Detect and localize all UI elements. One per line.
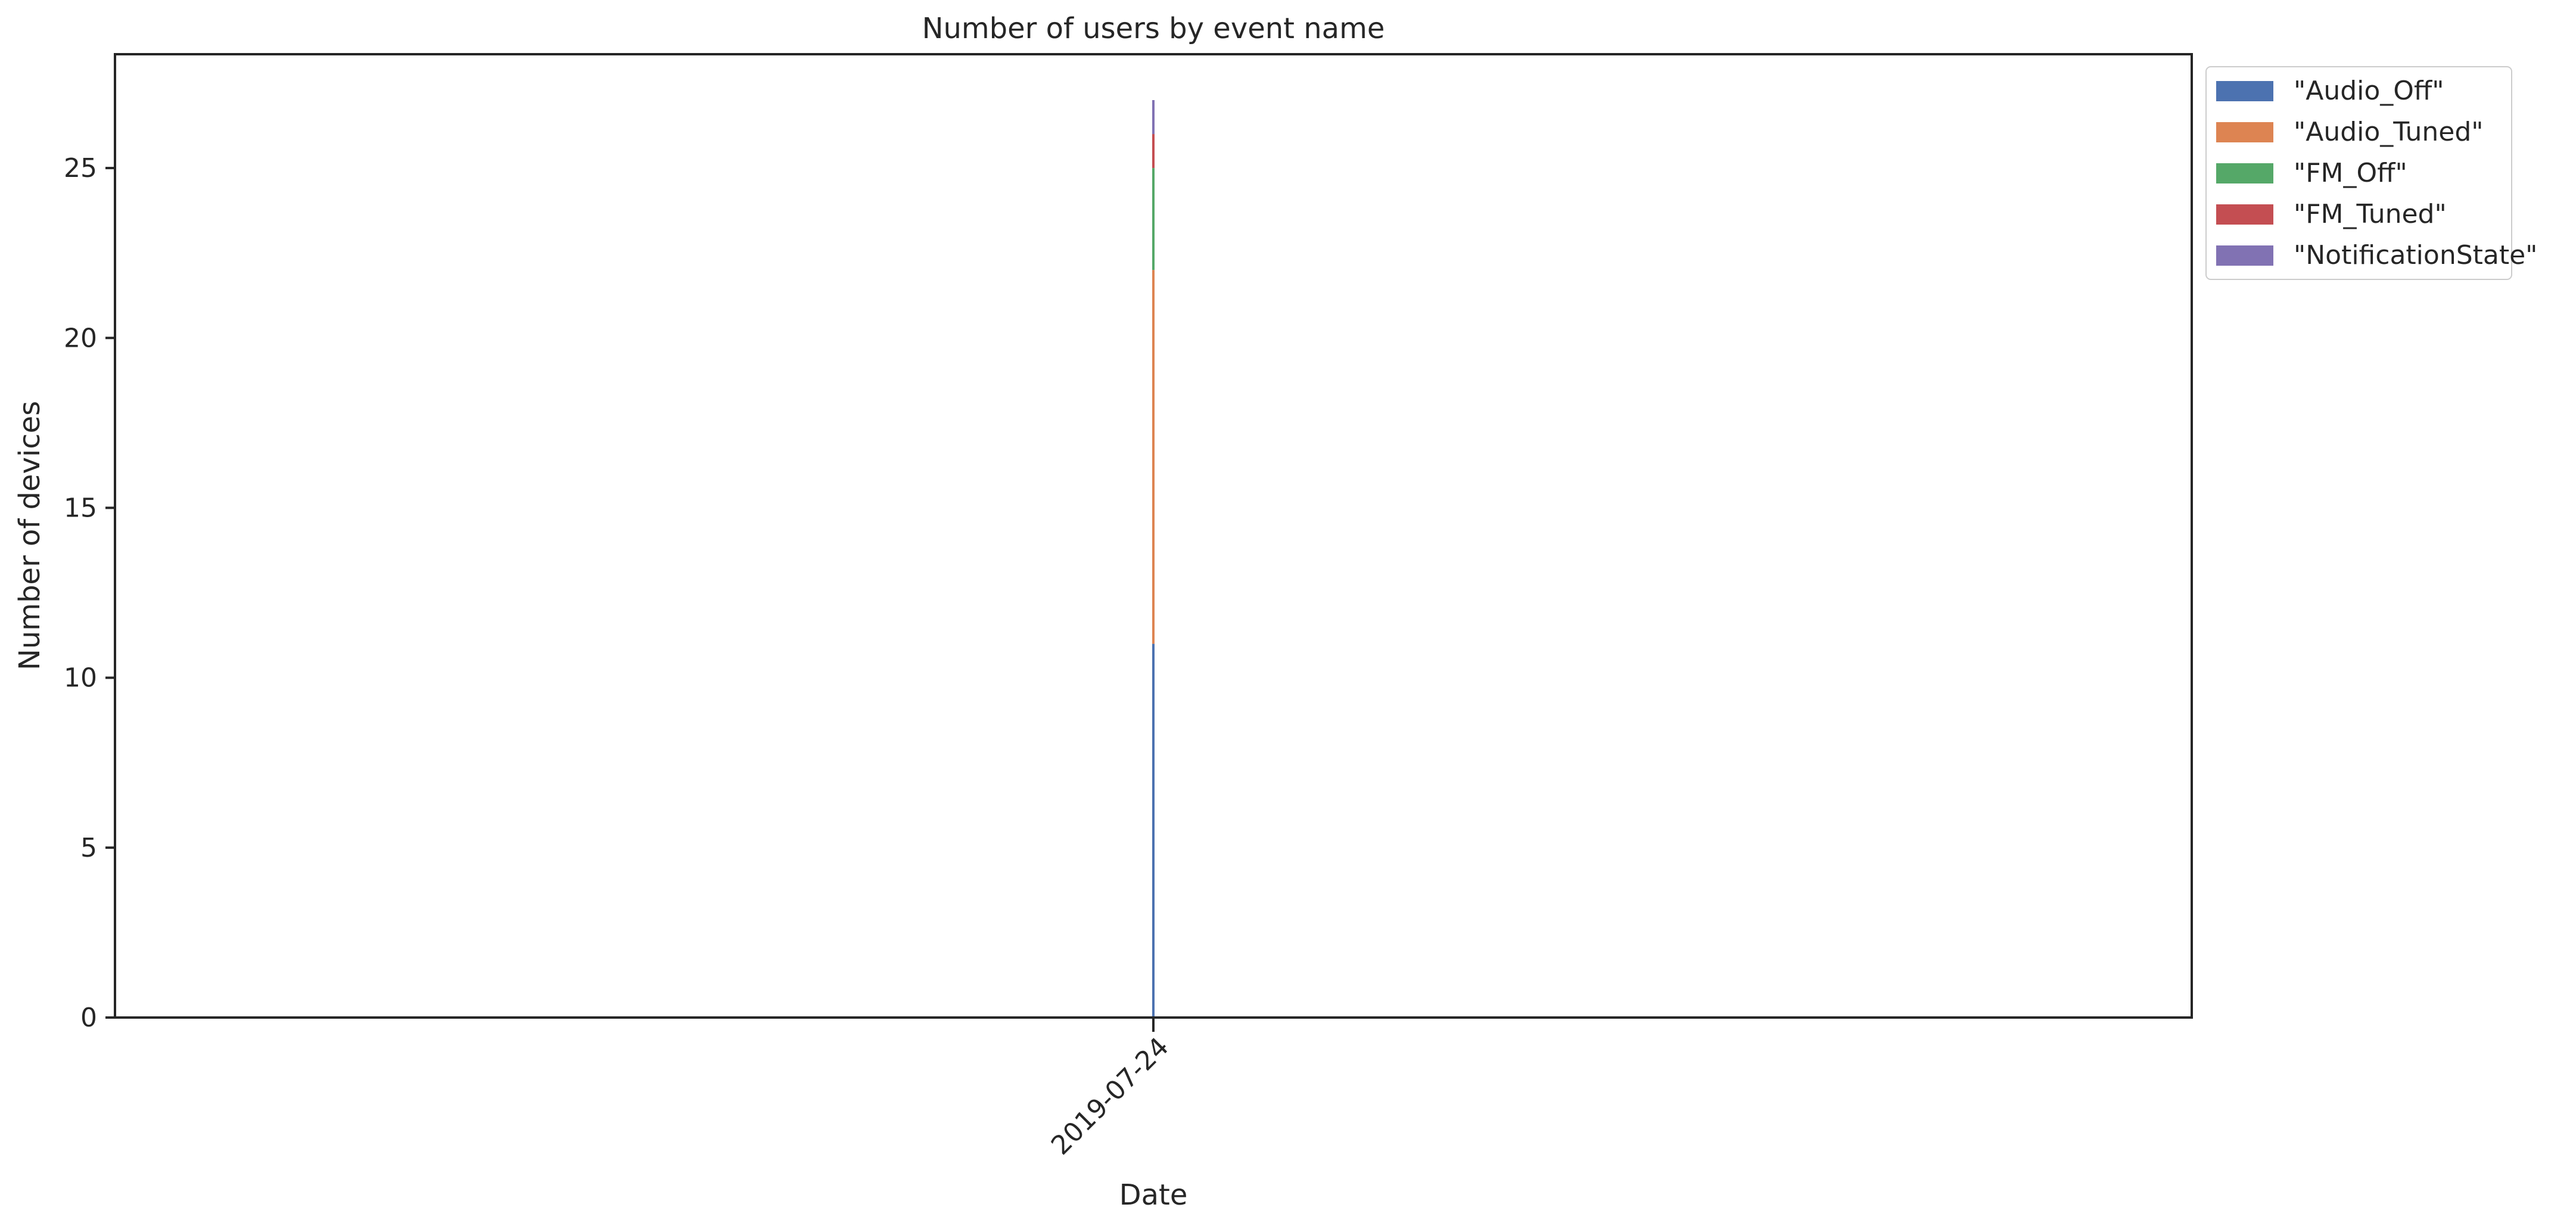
legend: "Audio_Off" "Audio_Tuned" "FM_Off" "FM_Tune… — [2205, 66, 2537, 280]
x-axis-title: Date — [1119, 1178, 1188, 1212]
x-tick-label: 2019-07-24 — [1046, 1032, 1175, 1161]
legend-swatch — [2216, 81, 2273, 101]
y-tick-label: 25 — [64, 153, 97, 183]
y-tick-label: 15 — [64, 493, 97, 523]
y-tick-label: 10 — [64, 663, 97, 693]
legend-swatch — [2216, 204, 2273, 225]
y-axis: 0 5 10 15 20 25 — [64, 153, 115, 1033]
legend-swatch — [2216, 163, 2273, 183]
legend-label: "FM_Tuned" — [2294, 199, 2447, 229]
y-axis-title: Number of devices — [13, 401, 46, 670]
legend-swatch — [2216, 122, 2273, 142]
x-axis: 2019-07-24 — [1046, 1018, 1175, 1161]
y-tick-label: 5 — [80, 833, 97, 863]
legend-label: "Audio_Off" — [2294, 76, 2444, 106]
legend-items: "Audio_Off" "Audio_Tuned" "FM_Off" "FM_Tune… — [2216, 76, 2537, 270]
chart-title: Number of users by event name — [922, 12, 1385, 45]
legend-label: "NotificationState" — [2294, 240, 2537, 270]
legend-label: "FM_Off" — [2294, 158, 2407, 188]
legend-swatch — [2216, 245, 2273, 266]
legend-frame — [2205, 66, 2512, 280]
y-tick-label: 0 — [80, 1003, 97, 1033]
legend-label: "Audio_Tuned" — [2294, 117, 2484, 147]
y-tick-label: 20 — [64, 323, 97, 353]
